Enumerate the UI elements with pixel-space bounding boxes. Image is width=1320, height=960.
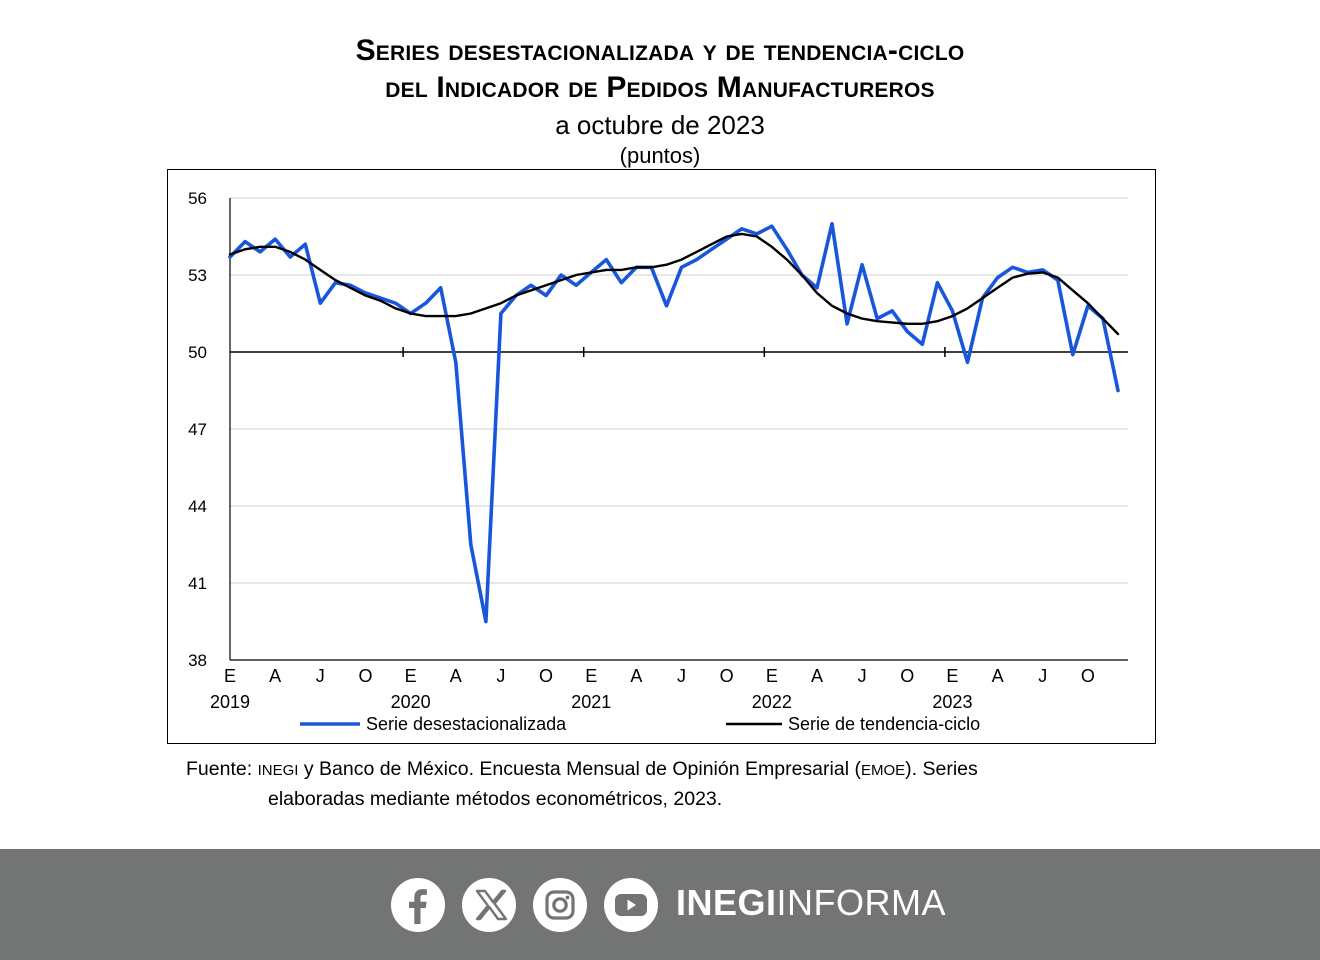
legend-label-desestacionalizada: Serie desestacionalizada (366, 714, 567, 734)
x-month-label: A (269, 666, 281, 686)
y-tick-label: 38 (188, 651, 207, 670)
brand-light: INFORMA (776, 882, 947, 923)
series-line-desestacionalizada (228, 221, 1120, 624)
x-icon[interactable] (462, 878, 516, 932)
x-month-label: A (992, 666, 1004, 686)
x-month-label: O (539, 666, 553, 686)
source-org-inegi: inegi (257, 762, 299, 779)
chart-title-line1: Series desestacionalizada y de tendencia… (355, 34, 965, 67)
facebook-icon[interactable] (391, 878, 445, 932)
x-month-label: O (720, 666, 734, 686)
inegi-informa-logo: INEGIINFORMA (676, 882, 946, 924)
chart-frame: 56 53 50 47 44 41 38 E A J O E A J O E A J O E A J O E A J O 2019 20… (167, 169, 1156, 744)
y-tick-label: 53 (188, 266, 207, 285)
x-month-label: O (1081, 666, 1095, 686)
legend-label-tendencia-ciclo: Serie de tendencia-ciclo (788, 714, 980, 734)
y-tick-label: 50 (188, 343, 207, 362)
x-month-label: J (858, 666, 867, 686)
source-prefix: Fuente: (186, 758, 253, 780)
source-mid: y Banco de México. Encuesta Mensual de O… (303, 758, 861, 780)
source-suffix: ). Series (905, 758, 978, 780)
x-month-label: E (405, 666, 417, 686)
x-year-label: 2019 (210, 692, 250, 712)
chart-units: (puntos) (619, 143, 701, 168)
x-month-label: O (358, 666, 372, 686)
x-year-label: 2023 (932, 692, 972, 712)
y-tick-label: 41 (188, 574, 207, 593)
chart-title-line2: del Indicador de Pedidos Manufactureros (385, 71, 935, 104)
y-tick-label: 47 (188, 420, 207, 439)
instagram-icon[interactable] (533, 878, 587, 932)
x-year-label: 2022 (752, 692, 792, 712)
x-month-label: A (630, 666, 642, 686)
x-month-label: J (1038, 666, 1047, 686)
x-month-label: J (496, 666, 505, 686)
x-month-label: E (766, 666, 778, 686)
chart-subtitle: a octubre de 2023 (555, 110, 765, 140)
x-year-label: 2020 (391, 692, 431, 712)
y-tick-label: 56 (188, 189, 207, 208)
x-month-label: J (677, 666, 686, 686)
x-month-label: O (900, 666, 914, 686)
series-line-tendencia-ciclo (228, 232, 1120, 336)
x-month-label: E (224, 666, 236, 686)
youtube-icon[interactable] (604, 878, 658, 932)
brand-bold: INEGI (676, 882, 777, 923)
x-month-label: E (585, 666, 597, 686)
footer-bar: INEGIINFORMA (0, 849, 1320, 960)
source-org-emoe: emoe (860, 762, 906, 779)
x-year-label: 2021 (571, 692, 611, 712)
x-month-label: A (450, 666, 462, 686)
source-note: Fuente: inegi y Banco de México. Encuest… (186, 755, 1156, 813)
y-tick-label: 44 (188, 497, 207, 516)
source-line2: elaboradas mediante métodos econométrico… (268, 788, 723, 810)
x-month-label: J (316, 666, 325, 686)
x-month-label: A (811, 666, 823, 686)
line-chart: 56 53 50 47 44 41 38 E A J O E A J O E A J O E A J O E A J O 2019 20… (188, 189, 1128, 734)
x-month-label: E (946, 666, 958, 686)
